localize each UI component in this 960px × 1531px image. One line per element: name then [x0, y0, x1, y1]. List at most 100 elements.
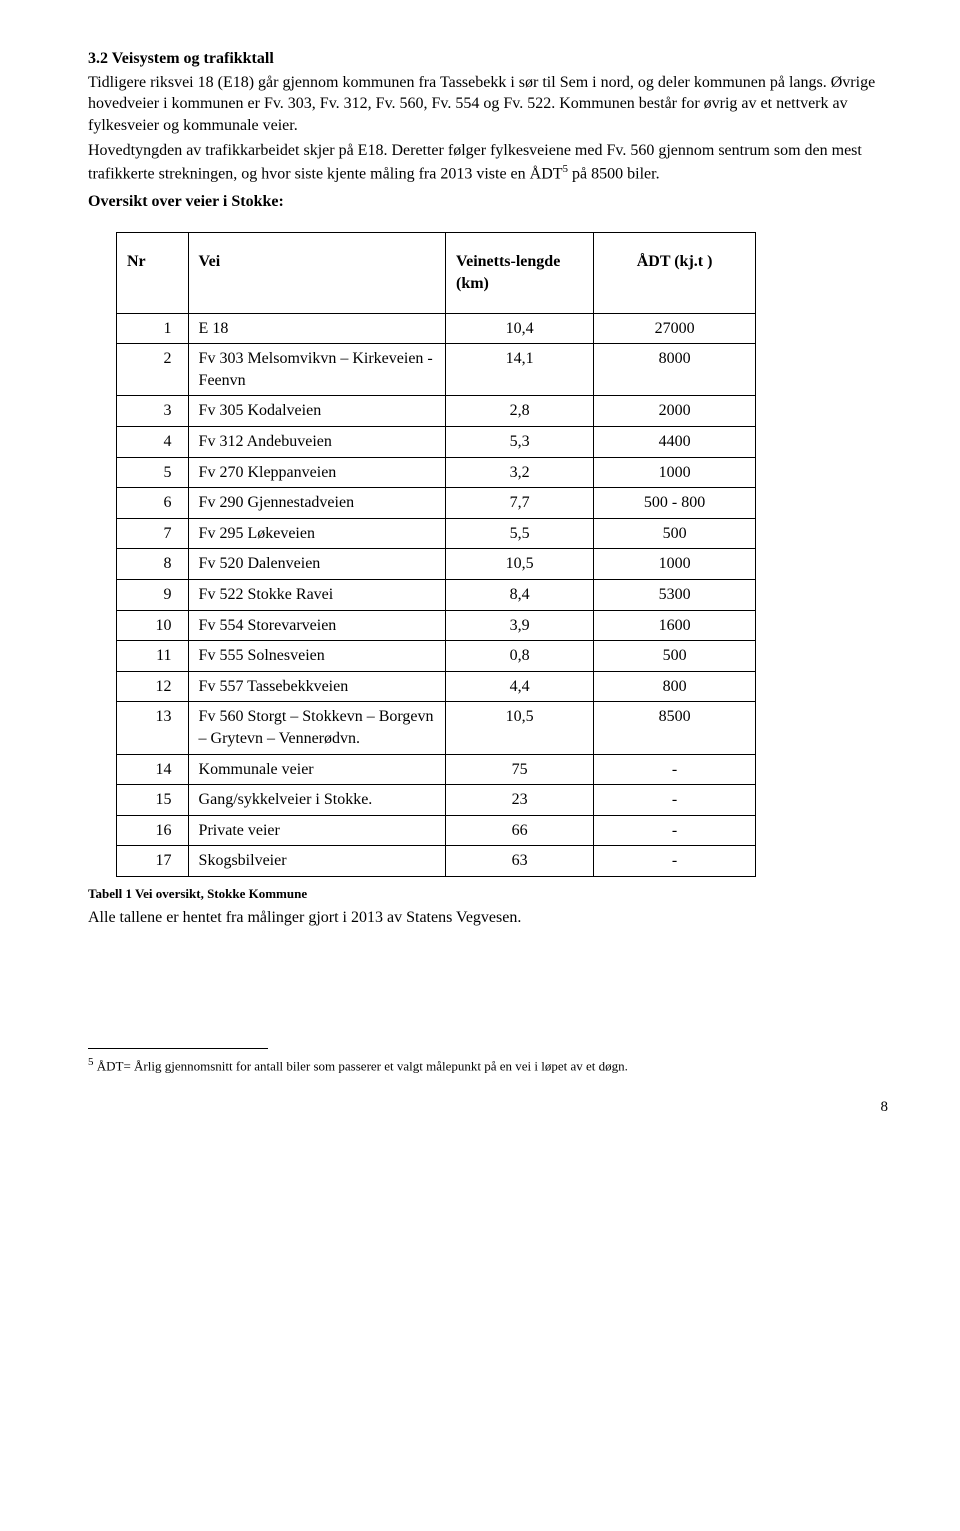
- cell-nr: 4: [117, 427, 189, 458]
- cell-len: 8,4: [446, 580, 594, 611]
- cell-len: 14,1: [446, 344, 594, 396]
- cell-vei: Fv 557 Tassebekkveien: [188, 671, 445, 702]
- table-caption: Tabell 1 Vei oversikt, Stokke Kommune: [88, 885, 888, 903]
- table-row: 17Skogsbilveier63-: [117, 846, 756, 877]
- cell-nr: 2: [117, 344, 189, 396]
- cell-adt: 27000: [594, 313, 756, 344]
- cell-nr: 15: [117, 785, 189, 816]
- footnote: 5 ÅDT= Årlig gjennomsnitt for antall bil…: [88, 1055, 888, 1075]
- cell-vei: Private veier: [188, 815, 445, 846]
- cell-vei: Gang/sykkelveier i Stokke.: [188, 785, 445, 816]
- cell-len: 0,8: [446, 641, 594, 672]
- cell-len: 10,5: [446, 549, 594, 580]
- cell-adt: -: [594, 785, 756, 816]
- cell-len: 10,5: [446, 702, 594, 754]
- table-row: 10Fv 554 Storevarveien3,91600: [117, 610, 756, 641]
- cell-nr: 7: [117, 518, 189, 549]
- cell-nr: 17: [117, 846, 189, 877]
- col-header-len: Veinetts-lengde (km): [446, 233, 594, 313]
- table-row: 7Fv 295 Løkeveien5,5500: [117, 518, 756, 549]
- cell-vei: Fv 305 Kodalveien: [188, 396, 445, 427]
- cell-nr: 10: [117, 610, 189, 641]
- cell-len: 63: [446, 846, 594, 877]
- section-heading: 3.2 Veisystem og trafikktall: [88, 48, 888, 70]
- page-number: 8: [88, 1097, 888, 1117]
- cell-adt: 1000: [594, 549, 756, 580]
- col-header-adt: ÅDT (kj.t ): [594, 233, 756, 313]
- cell-adt: -: [594, 754, 756, 785]
- cell-adt: 2000: [594, 396, 756, 427]
- cell-vei: Skogsbilveier: [188, 846, 445, 877]
- cell-len: 23: [446, 785, 594, 816]
- paragraph-2a: Hovedtyngden av trafikkarbeidet skjer på…: [88, 142, 862, 182]
- table-row: 8Fv 520 Dalenveien10,51000: [117, 549, 756, 580]
- cell-vei: Fv 560 Storgt – Stokkevn – Borgevn – Gry…: [188, 702, 445, 754]
- cell-len: 4,4: [446, 671, 594, 702]
- cell-nr: 5: [117, 457, 189, 488]
- cell-vei: Fv 303 Melsomvikvn – Kirkeveien - Feenvn: [188, 344, 445, 396]
- cell-len: 3,9: [446, 610, 594, 641]
- paragraph-2b: på 8500 biler.: [568, 165, 660, 182]
- cell-adt: 500: [594, 518, 756, 549]
- cell-adt: 4400: [594, 427, 756, 458]
- table-row: 6Fv 290 Gjennestadveien7,7500 - 800: [117, 488, 756, 519]
- cell-len: 75: [446, 754, 594, 785]
- cell-adt: 8000: [594, 344, 756, 396]
- cell-adt: 8500: [594, 702, 756, 754]
- cell-len: 66: [446, 815, 594, 846]
- paragraph-2: Hovedtyngden av trafikkarbeidet skjer på…: [88, 140, 888, 185]
- cell-nr: 8: [117, 549, 189, 580]
- cell-vei: Fv 520 Dalenveien: [188, 549, 445, 580]
- cell-nr: 14: [117, 754, 189, 785]
- cell-len: 10,4: [446, 313, 594, 344]
- cell-adt: 500 - 800: [594, 488, 756, 519]
- cell-adt: -: [594, 815, 756, 846]
- cell-nr: 6: [117, 488, 189, 519]
- table-row: 3Fv 305 Kodalveien2,82000: [117, 396, 756, 427]
- table-title: Oversikt over veier i Stokke:: [88, 191, 888, 213]
- cell-nr: 13: [117, 702, 189, 754]
- col-header-vei: Vei: [188, 233, 445, 313]
- table-row: 15Gang/sykkelveier i Stokke.23-: [117, 785, 756, 816]
- cell-adt: 1600: [594, 610, 756, 641]
- roads-table: Nr Vei Veinetts-lengde (km) ÅDT (kj.t ) …: [116, 232, 756, 876]
- cell-vei: Fv 554 Storevarveien: [188, 610, 445, 641]
- table-row: 4Fv 312 Andebuveien5,34400: [117, 427, 756, 458]
- cell-nr: 1: [117, 313, 189, 344]
- cell-nr: 12: [117, 671, 189, 702]
- roads-table-body: 1E 1810,427000 2Fv 303 Melsomvikvn – Kir…: [117, 313, 756, 876]
- table-row: 9Fv 522 Stokke Ravei8,45300: [117, 580, 756, 611]
- footnote-separator: [88, 1048, 268, 1049]
- table-row: 2Fv 303 Melsomvikvn – Kirkeveien - Feenv…: [117, 344, 756, 396]
- cell-nr: 3: [117, 396, 189, 427]
- footnote-text: ÅDT= Årlig gjennomsnitt for antall biler…: [94, 1058, 628, 1073]
- cell-vei: Fv 290 Gjennestadveien: [188, 488, 445, 519]
- paragraph-1: Tidligere riksvei 18 (E18) går gjennom k…: [88, 72, 888, 137]
- cell-len: 2,8: [446, 396, 594, 427]
- cell-nr: 16: [117, 815, 189, 846]
- table-header-row: Nr Vei Veinetts-lengde (km) ÅDT (kj.t ): [117, 233, 756, 313]
- cell-vei: Kommunale veier: [188, 754, 445, 785]
- cell-vei: Fv 270 Kleppanveien: [188, 457, 445, 488]
- cell-nr: 9: [117, 580, 189, 611]
- cell-adt: -: [594, 846, 756, 877]
- table-row: 14Kommunale veier75-: [117, 754, 756, 785]
- cell-nr: 11: [117, 641, 189, 672]
- cell-adt: 500: [594, 641, 756, 672]
- cell-len: 7,7: [446, 488, 594, 519]
- cell-adt: 1000: [594, 457, 756, 488]
- caption-note: Alle tallene er hentet fra målinger gjor…: [88, 907, 888, 929]
- table-row: 11Fv 555 Solnesveien0,8500: [117, 641, 756, 672]
- table-row: 16Private veier66-: [117, 815, 756, 846]
- cell-adt: 5300: [594, 580, 756, 611]
- col-header-nr: Nr: [117, 233, 189, 313]
- cell-len: 5,3: [446, 427, 594, 458]
- table-row: 12Fv 557 Tassebekkveien4,4800: [117, 671, 756, 702]
- cell-len: 3,2: [446, 457, 594, 488]
- cell-vei: Fv 312 Andebuveien: [188, 427, 445, 458]
- cell-vei: E 18: [188, 313, 445, 344]
- cell-adt: 800: [594, 671, 756, 702]
- table-row: 13Fv 560 Storgt – Stokkevn – Borgevn – G…: [117, 702, 756, 754]
- cell-len: 5,5: [446, 518, 594, 549]
- cell-vei: Fv 522 Stokke Ravei: [188, 580, 445, 611]
